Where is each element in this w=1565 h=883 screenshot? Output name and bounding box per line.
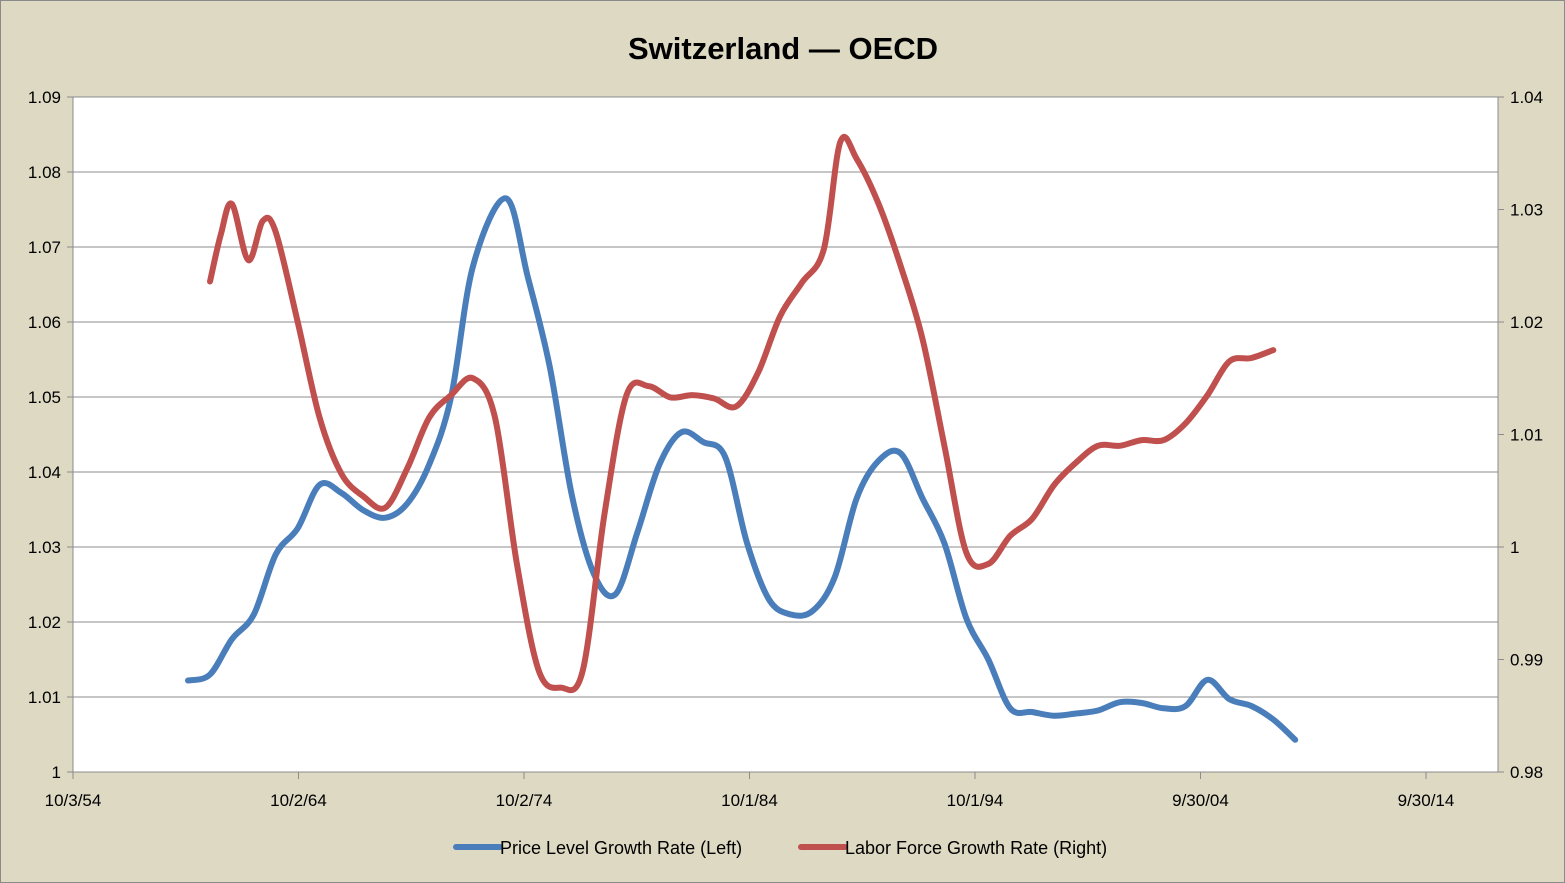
plot-area bbox=[73, 97, 1498, 772]
legend-label-labor-force: Labor Force Growth Rate (Right) bbox=[845, 838, 1107, 858]
y-left-tick-label: 1.01 bbox=[28, 688, 61, 707]
y-right-tick-label: 1.01 bbox=[1510, 426, 1543, 445]
axes: 1 1.01 1.02 1.03 1.04 1.05 1.06 1.07 1.08 1.09 0.9… bbox=[28, 88, 1543, 810]
x-tick-label: 10/1/84 bbox=[721, 791, 778, 810]
series-layer bbox=[185, 133, 1299, 743]
y-right-tick-label: 0.99 bbox=[1510, 651, 1543, 670]
x-tick-label: 9/30/04 bbox=[1172, 791, 1229, 810]
y-right-tick-label: 1.02 bbox=[1510, 313, 1543, 332]
x-tick-label: 10/2/64 bbox=[270, 791, 327, 810]
y-left-tick-label: 1.09 bbox=[28, 88, 61, 107]
y-left-tick-label: 1 bbox=[52, 763, 61, 782]
x-tick-label: 10/3/54 bbox=[45, 791, 102, 810]
legend: Price Level Growth Rate (Left) Labor Forc… bbox=[453, 838, 1107, 858]
y-left-tick-label: 1.05 bbox=[28, 388, 61, 407]
y-left-tick-label: 1.04 bbox=[28, 463, 61, 482]
y-left-tick-label: 1.08 bbox=[28, 163, 61, 182]
x-tick-label: 10/2/74 bbox=[496, 791, 553, 810]
y-right-tick-label: 1.03 bbox=[1510, 201, 1543, 220]
y-right-tick-label: 1.04 bbox=[1510, 88, 1543, 107]
series-line-labor-force bbox=[207, 133, 1277, 694]
y-left-tick-label: 1.07 bbox=[28, 238, 61, 257]
x-tick-label: 10/1/94 bbox=[947, 791, 1004, 810]
y-left-tick-label: 1.02 bbox=[28, 613, 61, 632]
x-tick-label: 9/30/14 bbox=[1398, 791, 1455, 810]
y-left-tick-label: 1.06 bbox=[28, 313, 61, 332]
chart-title: Switzerland — OECD bbox=[628, 31, 938, 66]
grid-lines bbox=[73, 96, 1498, 698]
legend-label-price-level: Price Level Growth Rate (Left) bbox=[500, 838, 742, 858]
y-right-tick-label: 0.98 bbox=[1510, 763, 1543, 782]
y-left-tick-label: 1.03 bbox=[28, 538, 61, 557]
series-line-price-level bbox=[185, 195, 1299, 743]
y-right-tick-label: 1 bbox=[1510, 538, 1519, 557]
